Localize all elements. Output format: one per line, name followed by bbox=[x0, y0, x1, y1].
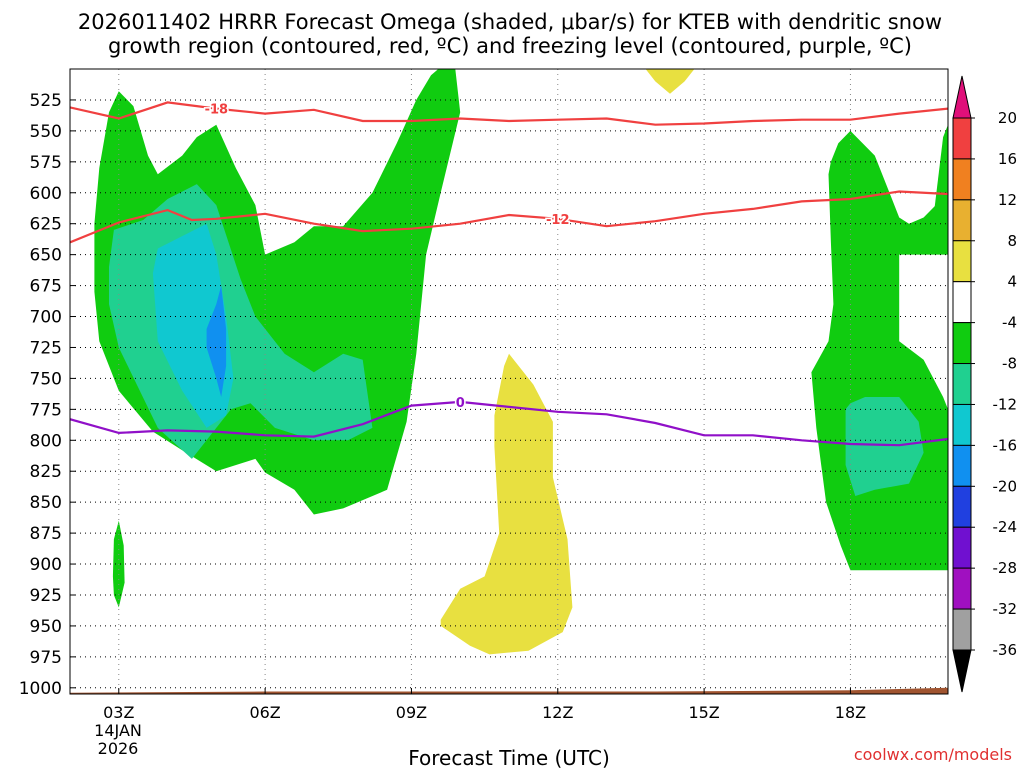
colorbar-swatch--24-to--20 bbox=[952, 485, 972, 528]
colorbar-swatch-4-to-8 bbox=[952, 240, 972, 283]
watermark: coolwx.com/models bbox=[854, 745, 1012, 764]
x-tick-label-15Z: 15Z bbox=[688, 703, 719, 722]
omega-green-east-upper bbox=[933, 124, 948, 255]
terrain-layer bbox=[70, 687, 948, 694]
y-tick-label-975: 975 bbox=[30, 648, 62, 668]
grid-layer bbox=[70, 69, 948, 694]
colorbar-label-4: 4 bbox=[1007, 273, 1017, 291]
colorbar-label--32: -32 bbox=[993, 600, 1018, 618]
freezing-level-0 bbox=[70, 400, 948, 447]
colorbar-label--12: -12 bbox=[993, 395, 1018, 413]
colorbar-label--20: -20 bbox=[993, 477, 1018, 495]
y-tick-label-525: 525 bbox=[30, 91, 62, 111]
colorbar-label--16: -16 bbox=[993, 436, 1018, 454]
colorbar-swatch-8-to-12 bbox=[952, 199, 972, 242]
colorbar-top-arrow bbox=[952, 75, 972, 119]
colorbar-label-12: 12 bbox=[998, 191, 1017, 209]
x-tick-label-03Z: 03Z bbox=[103, 703, 134, 722]
contour-layer: -18 -12 0 bbox=[70, 101, 948, 447]
colorbar-swatch--4-to-4 bbox=[952, 281, 972, 324]
omega-green-east-low bbox=[811, 130, 948, 571]
isotherm-minus-12 bbox=[70, 190, 948, 244]
omega-blue-core bbox=[206, 285, 227, 397]
y-tick-label-825: 825 bbox=[30, 462, 62, 482]
date-label-year: 2026 bbox=[98, 739, 139, 758]
colorbar-label--8: -8 bbox=[1002, 355, 1017, 373]
colorbar-label--28: -28 bbox=[993, 559, 1018, 577]
y-tick-label-775: 775 bbox=[30, 400, 62, 420]
colorbar-label--4: -4 bbox=[1002, 314, 1017, 332]
date-label-month: 14JAN bbox=[94, 721, 142, 740]
pressure-axis: 525 550 575 600 625 650 675 700 725 750 775 800 825 8… bbox=[19, 91, 76, 699]
colorbar-swatch--28-to--24 bbox=[952, 526, 972, 569]
y-tick-label-800: 800 bbox=[30, 431, 62, 451]
omega-cyan-west bbox=[152, 223, 234, 428]
title-line-2: growth region (contoured, red, ºC) and f… bbox=[108, 34, 912, 58]
isotherm-minus-18-label: -18 bbox=[205, 103, 229, 118]
omega-yellow-top bbox=[645, 69, 695, 94]
colorbar-bottom-arrow bbox=[952, 649, 972, 693]
chart-title: 2026011402 HRRR Forecast Omega (shaded, … bbox=[78, 10, 942, 58]
y-tick-label-875: 875 bbox=[30, 524, 62, 544]
y-tick-label-925: 925 bbox=[30, 586, 62, 606]
terrain-surface bbox=[70, 687, 948, 694]
y-tick-label-950: 950 bbox=[30, 617, 62, 637]
colorbar-swatch--8-to--4 bbox=[952, 322, 972, 365]
y-tick-label-675: 675 bbox=[30, 277, 62, 297]
y-tick-label-850: 850 bbox=[30, 493, 62, 513]
colorbar-swatch--20-to--16 bbox=[952, 444, 972, 487]
x-tick-label-06Z: 06Z bbox=[249, 703, 280, 722]
y-tick-label-575: 575 bbox=[30, 153, 62, 173]
omega-colorbar: 20 16 12 8 4 -4 -8 -12 -16 -20 -24 -28 -32 -36 bbox=[952, 75, 1018, 693]
colorbar-label-20: 20 bbox=[998, 109, 1017, 127]
colorbar-label--24: -24 bbox=[993, 518, 1018, 536]
colorbar-label-16: 16 bbox=[998, 150, 1017, 168]
time-axis: 03Z 06Z 09Z 12Z 15Z 18Z bbox=[103, 688, 866, 722]
colorbar-swatch-12-to-16 bbox=[952, 158, 972, 201]
colorbar-swatch-16-to-20 bbox=[952, 117, 972, 160]
y-tick-label-625: 625 bbox=[30, 215, 62, 235]
y-tick-label-650: 650 bbox=[30, 246, 62, 266]
x-tick-label-12Z: 12Z bbox=[542, 703, 573, 722]
plot-frame bbox=[69, 68, 949, 695]
colorbar-swatch--16-to--12 bbox=[952, 403, 972, 446]
freezing-level-0-label: 0 bbox=[456, 396, 465, 411]
isotherm-minus-12-label: -12 bbox=[546, 213, 570, 228]
x-tick-label-09Z: 09Z bbox=[396, 703, 427, 722]
colorbar-swatch--36-to--32 bbox=[952, 608, 972, 651]
colorbar-label--36: -36 bbox=[993, 641, 1018, 659]
y-tick-label-725: 725 bbox=[30, 338, 62, 358]
y-tick-label-700: 700 bbox=[30, 308, 62, 328]
colorbar-label-8: 8 bbox=[1007, 232, 1017, 250]
colorbar-swatch--32-to--28 bbox=[952, 567, 972, 610]
y-tick-label-550: 550 bbox=[30, 122, 62, 142]
y-tick-label-1000: 1000 bbox=[19, 679, 62, 699]
isotherm-minus-18 bbox=[70, 101, 948, 126]
colorbar-swatch--12-to--8 bbox=[952, 363, 972, 405]
x-tick-label-18Z: 18Z bbox=[835, 703, 866, 722]
y-tick-label-600: 600 bbox=[30, 184, 62, 204]
omega-shading-layer bbox=[94, 69, 948, 655]
omega-yellow-middle bbox=[440, 353, 573, 655]
y-tick-label-750: 750 bbox=[30, 369, 62, 389]
x-axis-label: Forecast Time (UTC) bbox=[408, 746, 610, 768]
y-tick-label-900: 900 bbox=[30, 555, 62, 575]
title-line-1: 2026011402 HRRR Forecast Omega (shaded, … bbox=[78, 10, 942, 34]
